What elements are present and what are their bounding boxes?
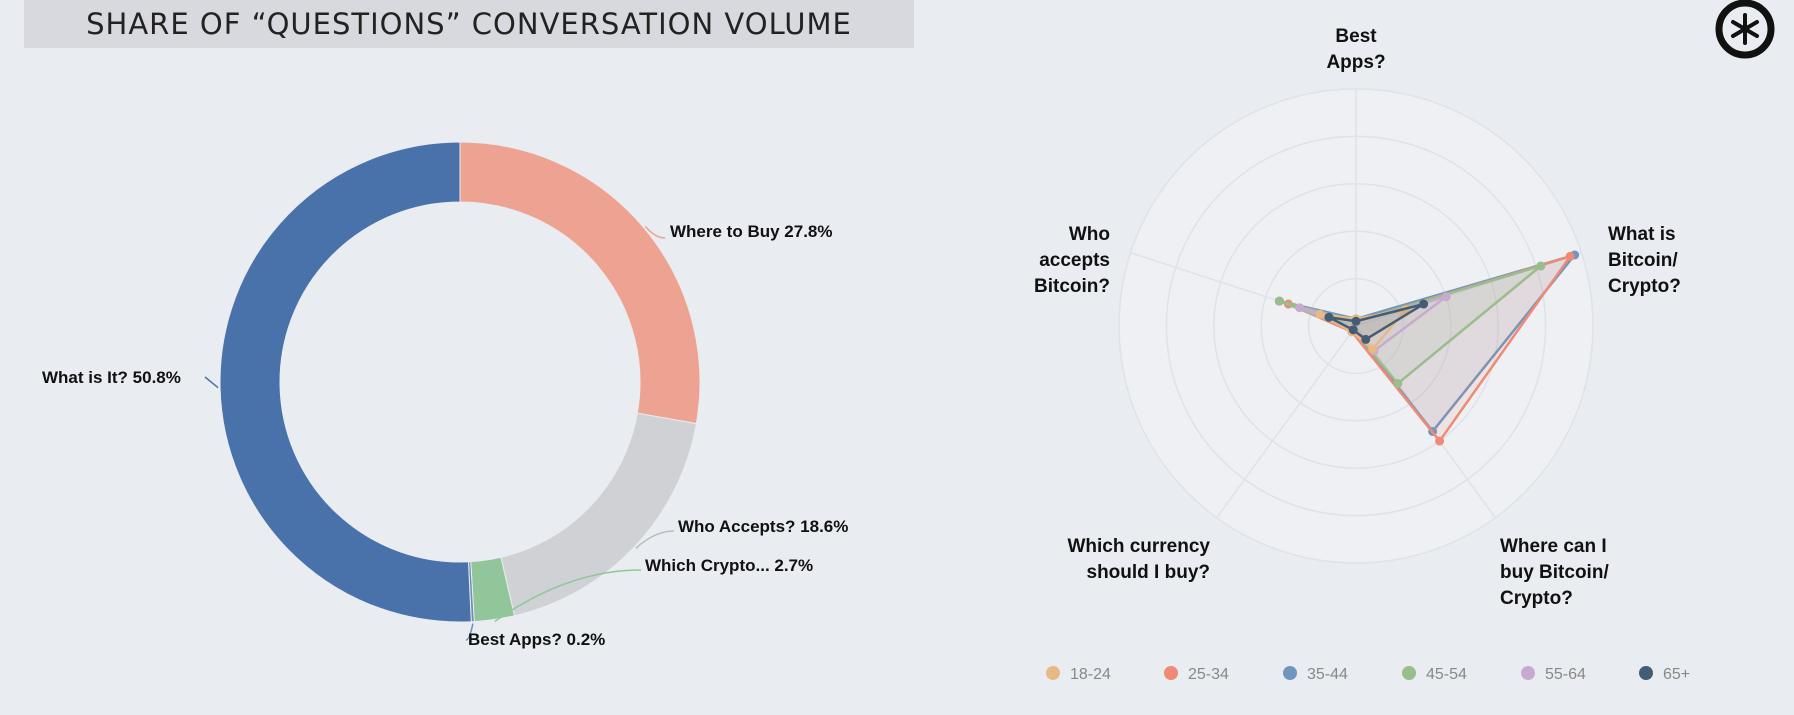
radar-point-65-4[interactable] (1324, 312, 1334, 322)
legend-swatch (1046, 666, 1060, 680)
legend-item-18-24[interactable]: 18-24 (1046, 666, 1111, 683)
radar-point-55-64-4[interactable] (1295, 303, 1305, 313)
donut-label-best-apps: Best Apps? 0.2% (468, 630, 605, 649)
radar-point-25-34-2[interactable] (1435, 436, 1445, 446)
radar-point-65-0[interactable] (1351, 316, 1361, 326)
legend-label: 55-64 (1545, 666, 1586, 683)
radar-point-55-64-1[interactable] (1441, 292, 1451, 302)
radar-axis-label-3: Which currency should I buy? (1067, 536, 1210, 583)
radar-point-45-54-2[interactable] (1393, 379, 1403, 389)
legend-item-65[interactable]: 65+ (1639, 666, 1690, 683)
radar-point-45-54-4[interactable] (1274, 296, 1284, 306)
donut-slice-what-is-it[interactable] (219, 141, 472, 623)
legend-label: 45-54 (1426, 666, 1467, 683)
donut-chart: What is It? 50.8% Where to Buy 27.8% Who A… (42, 141, 848, 649)
donut-label-where-to-buy: Where to Buy 27.8% (670, 222, 833, 241)
radar-point-45-54-1[interactable] (1536, 261, 1546, 271)
radar-point-65-2[interactable] (1361, 334, 1371, 344)
radar-point-25-34-1[interactable] (1565, 251, 1575, 261)
radar-point-18-24-2[interactable] (1368, 344, 1378, 354)
radar-point-18-24-4[interactable] (1315, 309, 1325, 319)
donut-leader-line (644, 225, 666, 239)
radar-series-outline (1327, 302, 1425, 341)
legend-item-55-64[interactable]: 55-64 (1521, 666, 1586, 683)
legend-label: 18-24 (1070, 666, 1111, 683)
legend-label: 25-34 (1188, 666, 1229, 683)
legend-label: 65+ (1663, 666, 1690, 683)
donut-slice-where-to-buy[interactable] (459, 141, 701, 425)
radar-axis-label-4: Who accepts Bitcoin? (1034, 224, 1110, 297)
legend-swatch (1283, 666, 1297, 680)
legend-swatch (1639, 666, 1653, 680)
donut-label-what-is-it: What is It? 50.8% (42, 368, 181, 387)
asterisk-circle-icon (1715, 0, 1775, 59)
donut-label-which-crypto: Which Crypto... 2.7% (645, 556, 813, 575)
legend-swatch (1164, 666, 1178, 680)
donut-slice-who-accepts[interactable] (500, 412, 697, 617)
legend-item-35-44[interactable]: 35-44 (1283, 666, 1348, 683)
legend-item-45-54[interactable]: 45-54 (1402, 666, 1467, 683)
chart-title: SHARE OF “QUESTIONS” CONVERSATION VOLUME (86, 7, 852, 41)
radar-axis-line (1216, 325, 1357, 519)
radar-point-65-3[interactable] (1348, 325, 1358, 335)
legend-swatch (1402, 666, 1416, 680)
legend-swatch (1521, 666, 1535, 680)
radar-axis-label-0: Best Apps? (1326, 26, 1385, 73)
radar-chart: Best Apps? What is Bitcoin/Crypto? Where can… (1034, 26, 1690, 683)
donut-leader-line (465, 623, 474, 641)
legend-item-25-34[interactable]: 25-34 (1164, 666, 1229, 683)
radar-axis-label-1: What is Bitcoin/Crypto? (1608, 224, 1681, 297)
legend-label: 35-44 (1307, 666, 1348, 683)
donut-leader-line (494, 569, 642, 623)
radar-point-65-1[interactable] (1419, 299, 1429, 309)
donut-leader-line (204, 376, 219, 389)
radar-series-65[interactable] (1324, 299, 1429, 344)
donut-leader-line (635, 530, 675, 549)
chart-title-bar: SHARE OF “QUESTIONS” CONVERSATION VOLUME (24, 0, 914, 48)
donut-label-who-accepts: Who Accepts? 18.6% (678, 517, 848, 536)
